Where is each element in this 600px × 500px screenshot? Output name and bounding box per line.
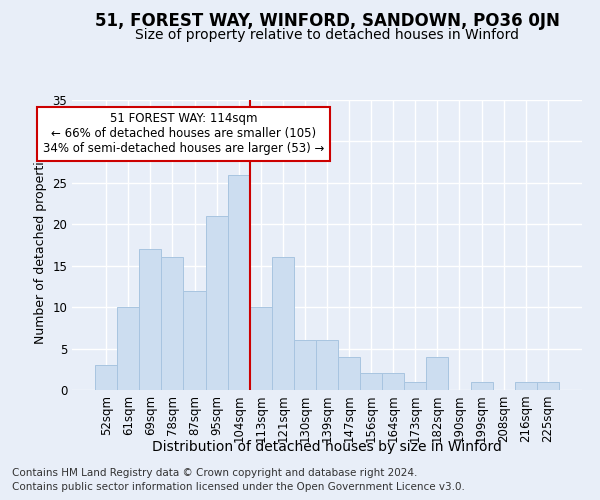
Bar — [338, 357, 360, 390]
Bar — [294, 340, 316, 390]
Bar — [515, 382, 537, 390]
Bar — [250, 307, 272, 390]
Bar — [427, 357, 448, 390]
Bar — [95, 365, 117, 390]
Bar — [184, 290, 206, 390]
Bar — [537, 382, 559, 390]
Y-axis label: Number of detached properties: Number of detached properties — [34, 146, 47, 344]
Bar — [272, 258, 294, 390]
Bar — [139, 249, 161, 390]
Bar — [404, 382, 427, 390]
Bar — [161, 258, 184, 390]
Bar — [316, 340, 338, 390]
Bar — [227, 174, 250, 390]
Text: Contains HM Land Registry data © Crown copyright and database right 2024.: Contains HM Land Registry data © Crown c… — [12, 468, 418, 477]
Text: Distribution of detached houses by size in Winford: Distribution of detached houses by size … — [152, 440, 502, 454]
Text: Contains public sector information licensed under the Open Government Licence v3: Contains public sector information licen… — [12, 482, 465, 492]
Text: Size of property relative to detached houses in Winford: Size of property relative to detached ho… — [135, 28, 519, 42]
Bar — [382, 374, 404, 390]
Bar — [470, 382, 493, 390]
Bar — [117, 307, 139, 390]
Bar — [360, 374, 382, 390]
Text: 51 FOREST WAY: 114sqm
← 66% of detached houses are smaller (105)
34% of semi-det: 51 FOREST WAY: 114sqm ← 66% of detached … — [43, 112, 324, 156]
Bar — [206, 216, 227, 390]
Text: 51, FOREST WAY, WINFORD, SANDOWN, PO36 0JN: 51, FOREST WAY, WINFORD, SANDOWN, PO36 0… — [95, 12, 559, 30]
